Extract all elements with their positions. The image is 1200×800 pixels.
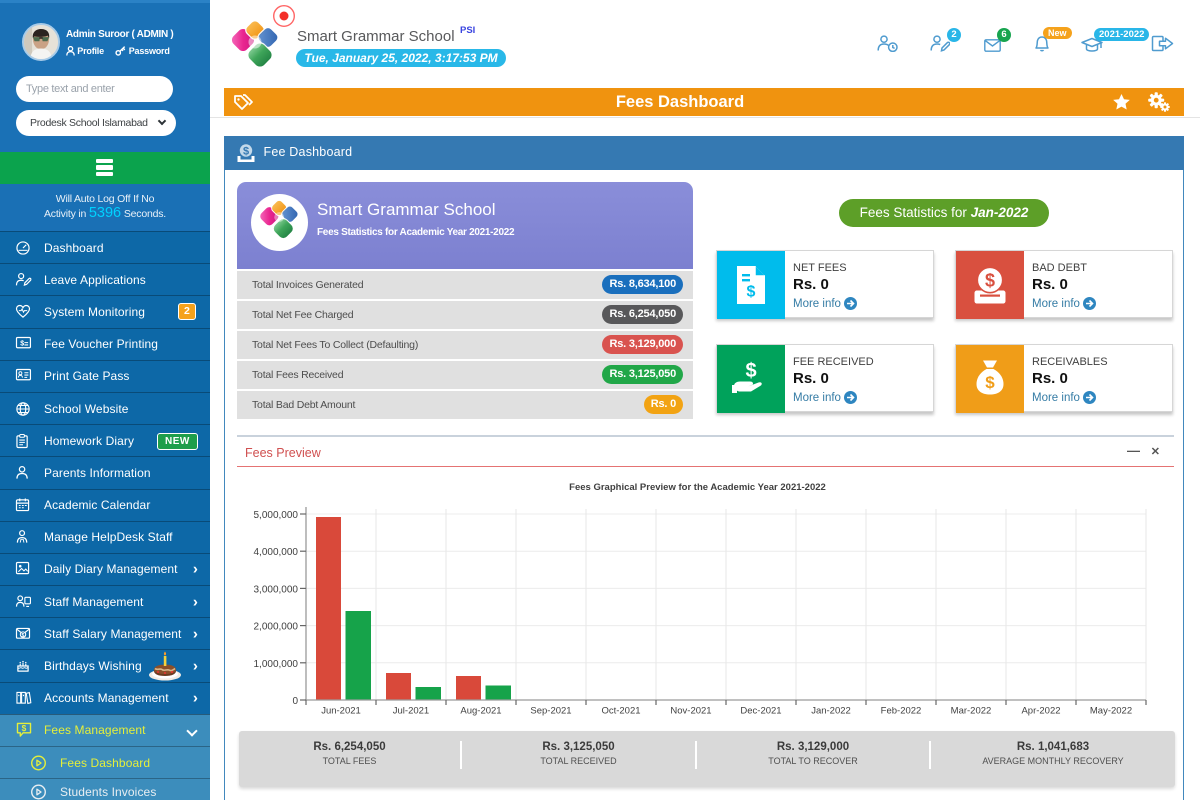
svg-text:$: $ [747, 284, 756, 301]
svg-text:$: $ [22, 633, 25, 639]
svg-text:5,000,000: 5,000,000 [254, 510, 299, 521]
svg-text:Jun-2021: Jun-2021 [321, 706, 361, 717]
svg-text:Mar-2022: Mar-2022 [951, 706, 992, 717]
svg-text:2,000,000: 2,000,000 [254, 622, 299, 633]
svg-text:Sep-2021: Sep-2021 [530, 706, 571, 717]
svg-text:0: 0 [292, 696, 298, 707]
svg-text:Nov-2021: Nov-2021 [670, 706, 711, 717]
svg-text:Aug-2021: Aug-2021 [460, 706, 501, 717]
svg-text:$: $ [20, 341, 24, 348]
svg-text:4,000,000: 4,000,000 [254, 547, 299, 558]
svg-text:May-2022: May-2022 [1090, 706, 1132, 717]
svg-text:$: $ [985, 271, 995, 291]
svg-text:$: $ [745, 360, 756, 382]
svg-text:Dec-2021: Dec-2021 [740, 706, 781, 717]
svg-text:Jan-2022: Jan-2022 [811, 706, 851, 717]
svg-text:Apr-2022: Apr-2022 [1021, 706, 1060, 717]
svg-text:Jul-2021: Jul-2021 [393, 706, 429, 717]
svg-text:$: $ [242, 146, 248, 158]
svg-text:Oct-2021: Oct-2021 [601, 706, 640, 717]
svg-text:$: $ [985, 373, 995, 392]
svg-text:1,000,000: 1,000,000 [254, 659, 299, 670]
svg-text:Feb-2022: Feb-2022 [881, 706, 922, 717]
svg-text:3,000,000: 3,000,000 [254, 584, 299, 595]
svg-text:$: $ [22, 723, 27, 733]
